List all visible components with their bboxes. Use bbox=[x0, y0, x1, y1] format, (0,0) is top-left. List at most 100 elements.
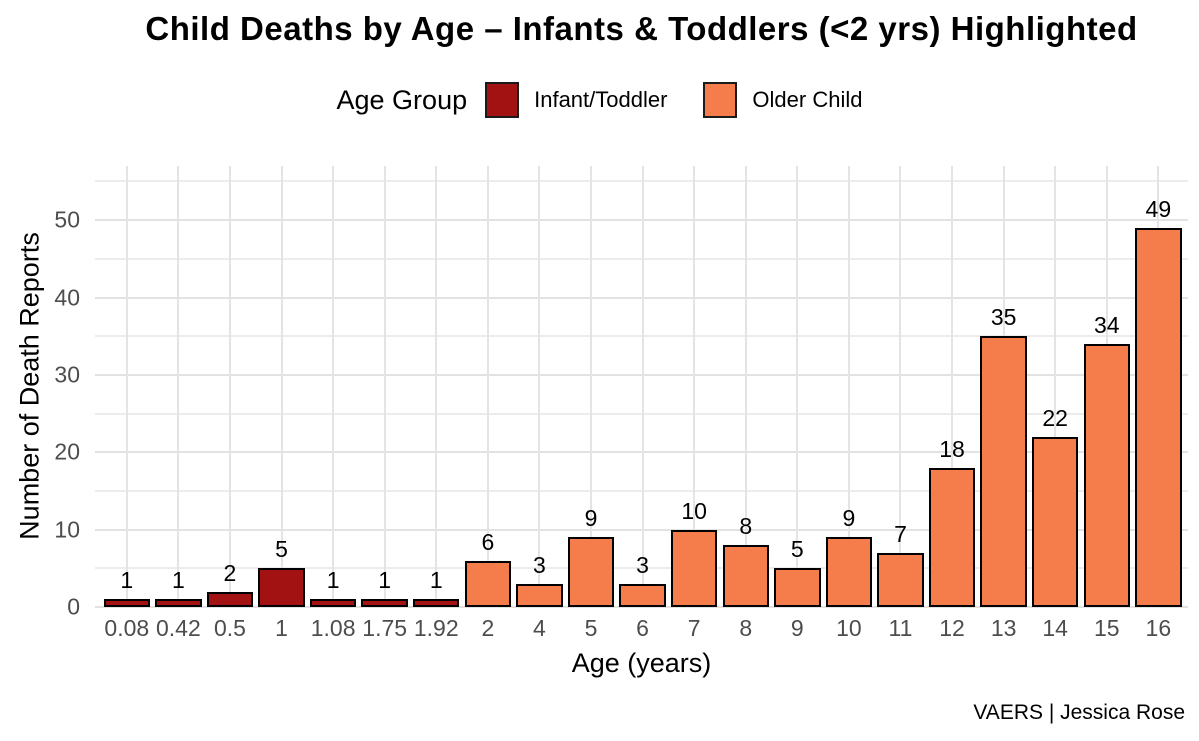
x-tick-label: 0.08 bbox=[104, 615, 150, 641]
y-tick-label: 30 bbox=[54, 361, 80, 388]
x-tick-label: 11 bbox=[888, 615, 913, 641]
bar-slot: 1 1.92 bbox=[410, 166, 462, 640]
plot-panel: 1 0.08 1 0.42 2 0.5 5 1 1 1.08 1 1.75 1 1.92 6 2 3 4 9 5 3 6 1… bbox=[95, 166, 1188, 640]
gridline-major-y bbox=[95, 296, 1188, 299]
x-tick-label: 15 bbox=[1093, 615, 1120, 641]
gridline-major-x bbox=[1054, 166, 1057, 607]
x-tick-label: 16 bbox=[1145, 615, 1172, 641]
bar-value-label: 8 bbox=[739, 513, 753, 540]
x-tick-label: 6 bbox=[636, 615, 649, 641]
gridline-major-x bbox=[693, 166, 696, 607]
gridline-minor-y bbox=[95, 567, 1188, 570]
gridline-major-x bbox=[486, 166, 489, 607]
x-axis-title: Age (years) bbox=[571, 648, 712, 678]
bar-slot: 1 1.75 bbox=[359, 166, 411, 640]
bar-value-label: 34 bbox=[1093, 311, 1120, 338]
gridline-minor-y bbox=[95, 257, 1188, 260]
bar-slots: 1 0.08 1 0.42 2 0.5 5 1 1 1.08 1 1.75 1 1.92 6 2 3 4 9 5 3 6 1… bbox=[101, 166, 1185, 640]
bar-value-label: 5 bbox=[275, 536, 288, 563]
gridline-major-x bbox=[228, 166, 231, 607]
legend-swatch-infant-toddler bbox=[485, 82, 520, 118]
bar bbox=[309, 599, 357, 607]
bar-value-label: 22 bbox=[1042, 404, 1068, 431]
gridline-minor-y bbox=[95, 180, 1188, 183]
gridline-major-x bbox=[589, 166, 592, 607]
gridline-major-y bbox=[95, 606, 1188, 608]
bar bbox=[825, 537, 873, 607]
gridline-major-x bbox=[332, 166, 335, 607]
bar bbox=[155, 599, 202, 607]
y-axis-ticks: 0 10 20 30 40 50 bbox=[0, 166, 82, 618]
bar-value-label: 1 bbox=[120, 567, 134, 594]
bar-value-label: 1 bbox=[429, 567, 443, 594]
bar bbox=[1135, 227, 1182, 607]
gridline-major-x bbox=[125, 166, 128, 607]
bar-value-label: 6 bbox=[481, 528, 495, 555]
bar bbox=[1031, 436, 1079, 607]
x-tick-label: 12 bbox=[939, 615, 965, 641]
bar bbox=[877, 552, 924, 607]
x-tick-label: 1 bbox=[275, 615, 288, 641]
legend-label-infant-toddler: Infant/Toddler bbox=[534, 87, 668, 112]
y-tick-label: 20 bbox=[54, 438, 80, 465]
bar-slot: 1 0.08 bbox=[101, 166, 153, 640]
bar bbox=[464, 560, 512, 607]
gridline-major-x bbox=[280, 166, 283, 607]
bar-slot: 2 0.5 bbox=[204, 166, 256, 640]
gridline-major-x bbox=[641, 166, 644, 607]
x-tick-label: 7 bbox=[687, 615, 701, 641]
x-tick-label: 8 bbox=[739, 615, 753, 641]
gridline-major-x bbox=[796, 166, 799, 607]
bar bbox=[928, 467, 976, 607]
legend: Age Group Infant/Toddler Older Child bbox=[0, 82, 1199, 118]
gridline-major-y bbox=[95, 219, 1188, 222]
y-tick-label: 0 bbox=[67, 593, 80, 620]
x-tick-label: 1.75 bbox=[362, 615, 408, 641]
bar-value-label: 7 bbox=[894, 520, 907, 547]
gridline-major-x bbox=[899, 166, 902, 607]
bar-value-label: 3 bbox=[636, 551, 649, 578]
x-tick-label: 1.92 bbox=[413, 615, 459, 641]
bar-slot: 49 16 bbox=[1133, 166, 1185, 640]
bar-value-label: 35 bbox=[990, 304, 1017, 331]
gridline-major-y bbox=[95, 528, 1188, 531]
x-tick-label: 2 bbox=[481, 615, 495, 641]
x-tick-label: 10 bbox=[836, 615, 862, 641]
x-tick-label: 5 bbox=[584, 615, 598, 641]
gridline-major-y bbox=[95, 451, 1188, 454]
bar bbox=[980, 336, 1027, 607]
x-tick-label: 9 bbox=[790, 615, 804, 641]
bar bbox=[103, 599, 150, 607]
bar-slot: 7 11 bbox=[875, 166, 927, 640]
gridline-minor-y bbox=[95, 489, 1188, 492]
gridline-major-x bbox=[383, 166, 386, 607]
bar-slot: 1 1.08 bbox=[307, 166, 359, 640]
legend-label-older-child: Older Child bbox=[752, 87, 863, 112]
bar-slot: 1 0.42 bbox=[153, 166, 205, 640]
x-tick-label: 1.08 bbox=[310, 615, 356, 641]
gridline-major-x bbox=[177, 166, 180, 607]
bar-value-label: 18 bbox=[939, 435, 965, 462]
x-tick-label: 0.5 bbox=[213, 615, 246, 641]
bar bbox=[1083, 343, 1130, 607]
bar bbox=[206, 591, 254, 607]
x-tick-label: 13 bbox=[990, 615, 1017, 641]
bar bbox=[619, 583, 666, 607]
bar-value-label: 1 bbox=[171, 567, 185, 594]
bar bbox=[413, 599, 460, 607]
y-tick-label: 50 bbox=[54, 206, 80, 233]
bar bbox=[670, 529, 718, 607]
bar-value-label: 2 bbox=[223, 559, 237, 586]
x-tick-label: 0.42 bbox=[155, 615, 201, 641]
x-tick-label: 14 bbox=[1042, 615, 1068, 641]
legend-swatch-older-child bbox=[703, 82, 738, 118]
gridline-major-x bbox=[435, 166, 438, 607]
bar-value-label: 1 bbox=[326, 567, 340, 594]
bar bbox=[774, 568, 821, 607]
bar-slot: 34 15 bbox=[1081, 166, 1133, 640]
